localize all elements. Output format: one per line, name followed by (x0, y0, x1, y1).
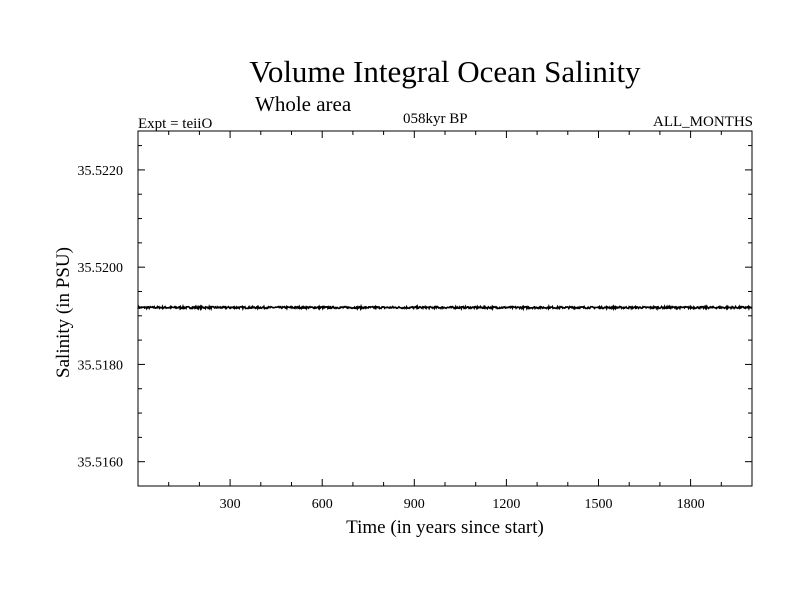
tick-labels: 300 600 900 1200 1500 1800 35.5160 35.5180 35.52… (78, 164, 705, 512)
x-tick-label: 1500 (585, 497, 613, 512)
y-tick-label: 35.5160 (78, 456, 124, 471)
chart-title: Volume Integral Ocean Salinity (249, 54, 641, 89)
x-tick-label: 900 (404, 497, 425, 512)
plot-frame (137, 130, 753, 487)
months-label: ALL_MONTHS (653, 114, 753, 130)
period-label: 058kyr BP (403, 111, 468, 127)
y-tick-label: 35.5200 (78, 261, 124, 276)
chart-subtitle: Whole area (255, 92, 352, 116)
y-tick-label: 35.5220 (78, 164, 124, 179)
x-tick-label: 300 (220, 497, 241, 512)
x-tick-label: 1800 (677, 497, 705, 512)
x-tick-label: 600 (312, 497, 333, 512)
experiment-label: Expt = teiiO (138, 116, 213, 132)
y-axis-label: Salinity (in PSU) (53, 247, 74, 378)
x-tick-label: 1200 (492, 497, 520, 512)
axis-ticks (138, 131, 752, 486)
salinity-series-line (137, 303, 753, 312)
x-axis-label: Time (in years since start) (346, 517, 544, 538)
y-tick-label: 35.5180 (78, 358, 124, 373)
